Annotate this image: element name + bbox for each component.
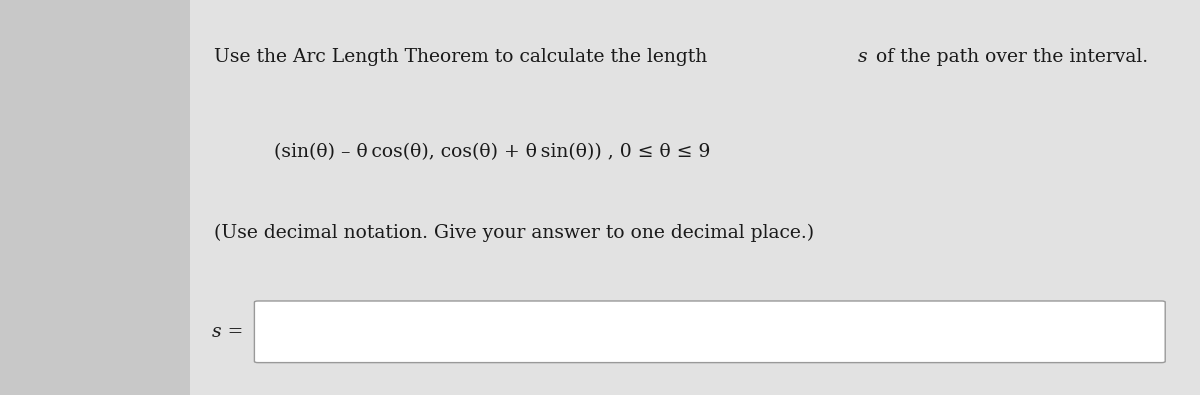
- Text: Use the Arc Length Theorem to calculate the length: Use the Arc Length Theorem to calculate …: [214, 48, 713, 66]
- Text: s =: s =: [212, 323, 244, 341]
- FancyBboxPatch shape: [254, 301, 1165, 363]
- Text: (sin(θ) – θ cos(θ), cos(θ) + θ sin(θ)) , 0 ≤ θ ≤ 9: (sin(θ) – θ cos(θ), cos(θ) + θ sin(θ)) ,…: [274, 143, 710, 161]
- Text: s: s: [858, 48, 868, 66]
- FancyBboxPatch shape: [190, 0, 1200, 395]
- Text: (Use decimal notation. Give your answer to one decimal place.): (Use decimal notation. Give your answer …: [214, 224, 814, 242]
- Text: of the path over the interval.: of the path over the interval.: [870, 48, 1148, 66]
